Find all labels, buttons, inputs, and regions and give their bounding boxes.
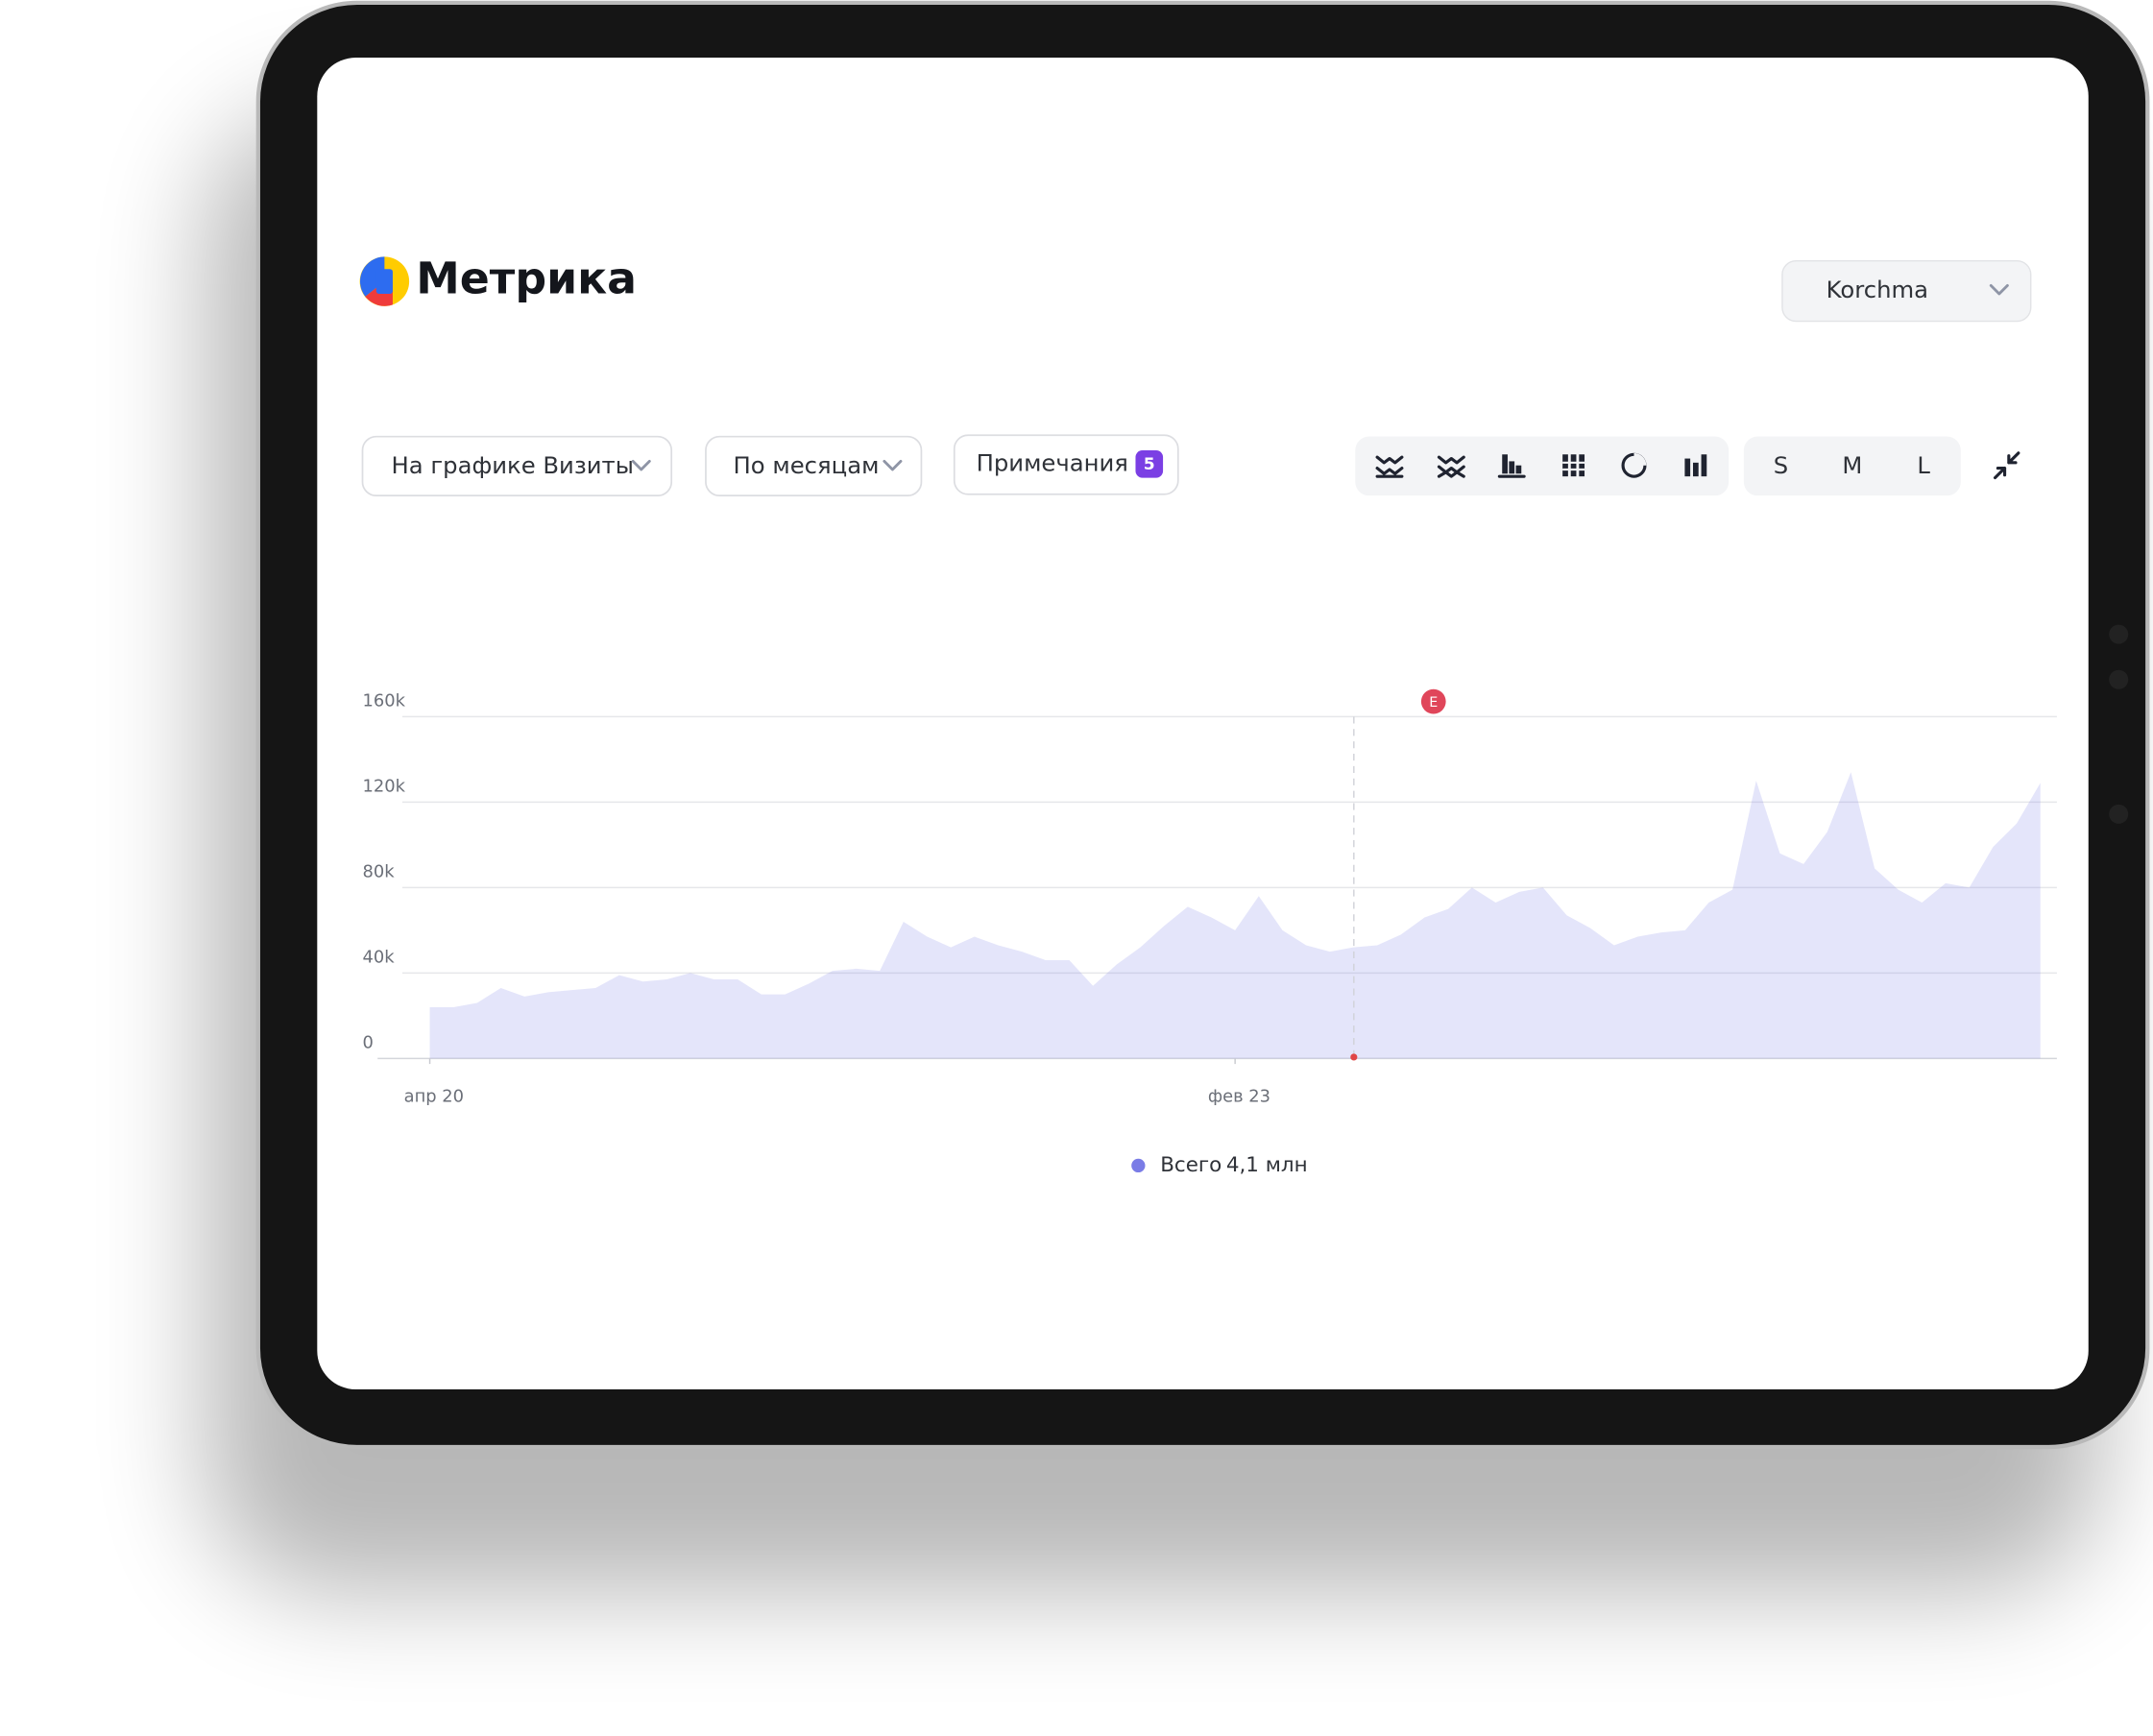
collapse-icon[interactable] [1993,451,2020,480]
size-button[interactable]: S [1774,451,1788,479]
chart: 0 40k 80k 120k 160k апр 20 фев 23 E Всего 4,1 млн [362,688,2057,1177]
icon-line[interactable] [1375,455,1404,478]
y-tick-label: 40k [362,948,395,968]
annotation-badge [1420,688,1446,714]
icon-stacked-bars[interactable] [1562,454,1585,477]
logo [359,256,410,306]
size-group [1743,436,1961,496]
icon-stacked[interactable] [1437,455,1465,478]
sensor [2109,669,2129,689]
chevron [631,459,651,471]
metric-select[interactable] [361,435,673,497]
legend-label: Всего [1160,1153,1222,1177]
logo-text: Метрика [416,253,637,304]
size-button[interactable]: M [1842,451,1862,479]
notes-button[interactable] [953,434,1179,495]
y-tick-label: 120k [362,777,405,797]
annotation-label: E [1429,695,1438,711]
legend-marker [1131,1158,1146,1173]
badge-count: 5 [1144,455,1155,474]
y-tick-label: 0 [362,1033,373,1053]
period-select[interactable] [705,435,923,497]
x-tick-label: апр 20 [404,1086,464,1106]
chevron [1989,283,2009,296]
legend-total: 4,1 млн [1226,1153,1308,1177]
chart-type-group [1355,436,1730,496]
chevron [883,459,903,471]
y-tick-label: 80k [362,862,395,882]
counter-select[interactable] [1781,259,2032,323]
control-label: Примечания [977,448,1128,476]
screen [317,58,2089,1389]
icon-pie[interactable] [1621,452,1647,478]
sensor [2109,804,2129,824]
x-tick-label: фев 23 [1208,1086,1270,1106]
y-tick-label: 160k [362,691,405,711]
size-button[interactable]: L [1917,451,1930,479]
icon-bars[interactable] [1497,454,1526,478]
annotation-point [1350,1053,1358,1061]
sensor [2109,624,2129,644]
area [429,772,2041,1059]
control-label: По месяцам [734,451,880,479]
badge [1135,449,1164,478]
control-label: На графике Визиты [392,451,634,479]
icon-columns[interactable] [1684,454,1707,477]
counter-name: Korchma [1826,276,1928,303]
